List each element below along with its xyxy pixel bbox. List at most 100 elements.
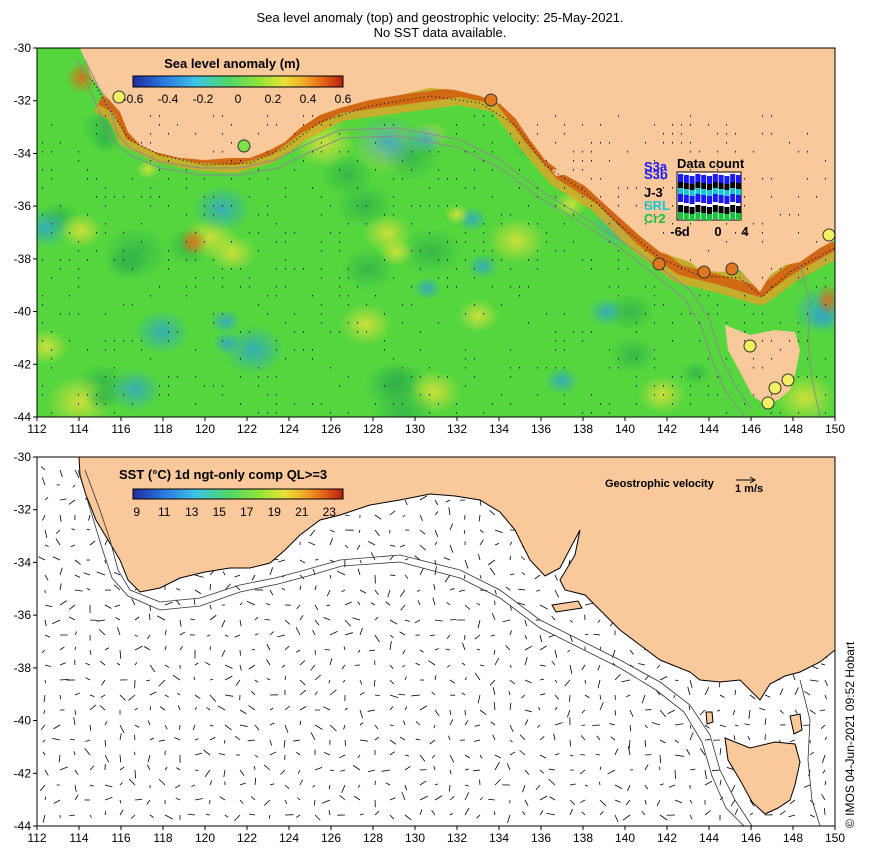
velocity-arrow [248, 705, 256, 711]
credit-label: © IMOS 04-Jun-2021 09:52 Hobart [843, 641, 857, 828]
velocity-arrow [477, 619, 481, 629]
velocity-arrow [433, 724, 436, 729]
velocity-dot [168, 205, 169, 207]
velocity-dot [294, 268, 295, 270]
velocity-arrow [69, 604, 76, 610]
velocity-dot [717, 313, 718, 315]
data-count-bar [736, 183, 741, 189]
velocity-dot [150, 115, 151, 117]
velocity-arrow [506, 763, 511, 771]
velocity-dot [267, 394, 268, 396]
velocity-dot [798, 376, 799, 378]
velocity-arrow [656, 799, 661, 807]
velocity-dot [582, 340, 583, 342]
velocity-dot [411, 169, 412, 171]
velocity-dot [510, 133, 511, 135]
velocity-arrow [179, 645, 184, 651]
velocity-dot [537, 223, 538, 225]
data-count-tick: -6d [670, 224, 690, 239]
velocity-dot [681, 313, 682, 315]
velocity-dot [564, 133, 565, 135]
velocity-arrow [104, 647, 110, 651]
velocity-dot [780, 214, 781, 216]
velocity-dot [204, 241, 205, 243]
velocity-arrow [44, 544, 49, 547]
lon-tick-label: 112 [27, 422, 46, 436]
velocity-arrow [329, 529, 335, 533]
velocity-arrow [321, 799, 331, 804]
sla-blob [363, 214, 412, 253]
velocity-dot [285, 358, 286, 360]
velocity-arrow [688, 705, 691, 711]
sla-blob [58, 212, 104, 249]
velocity-dot [186, 286, 187, 288]
velocity-arrow [309, 529, 316, 537]
lat-tick-label: -32 [14, 94, 32, 108]
lat-tick-label: -44 [14, 819, 32, 833]
velocity-arrow [239, 664, 242, 671]
velocity-arrow [191, 784, 196, 788]
velocity-arrow [248, 664, 256, 670]
velocity-dot [195, 232, 196, 234]
velocity-arrow [719, 724, 726, 728]
velocity-arrow [359, 691, 365, 696]
velocity-dot [177, 376, 178, 378]
velocity-arrow [599, 799, 607, 807]
velocity-dot [681, 133, 682, 135]
velocity-arrow [399, 736, 406, 741]
velocity-arrow [820, 663, 826, 666]
velocity-dot [672, 340, 673, 342]
sla-blob [192, 185, 252, 233]
tasmania-land-bottom [724, 737, 801, 815]
velocity-dot [402, 367, 403, 369]
velocity-arrow [278, 559, 286, 563]
sla-blob [339, 303, 392, 346]
velocity-arrow [42, 814, 46, 823]
velocity-dot [384, 340, 385, 342]
velocity-dot [222, 115, 223, 117]
velocity-arrow [134, 616, 140, 621]
velocity-dot [744, 205, 745, 207]
velocity-arrow [269, 567, 274, 576]
velocity-arrow [629, 724, 632, 732]
velocity-dot [438, 376, 439, 378]
velocity-dot [492, 286, 493, 288]
velocity-dot [807, 340, 808, 342]
velocity-arrow [509, 555, 512, 561]
velocity-arrow [656, 664, 661, 669]
velocity-arrow [149, 664, 156, 673]
velocity-dot [150, 205, 151, 207]
lat-tick-label: -30 [14, 450, 32, 464]
velocity-dot [240, 403, 241, 405]
velocity-arrow [59, 662, 66, 666]
lon-tick-label: 118 [153, 831, 172, 845]
velocity-arrow [822, 754, 826, 764]
velocity-dot [510, 367, 511, 369]
velocity-dot [285, 322, 286, 324]
velocity-arrow [130, 814, 136, 819]
velocity-arrow [134, 798, 143, 801]
velocity-arrow [234, 574, 241, 578]
velocity-arrow [89, 724, 92, 731]
velocity-dot [690, 313, 691, 315]
velocity-arrow [53, 724, 61, 730]
velocity-arrow [222, 571, 226, 576]
velocity-arrow [477, 694, 481, 704]
velocity-dot [555, 367, 556, 369]
velocity-arrow [74, 574, 81, 578]
velocity-arrow [40, 724, 46, 730]
velocity-dot [573, 151, 574, 153]
velocity-arrow [476, 814, 481, 819]
velocity-arrow [809, 751, 814, 756]
velocity-arrow [474, 724, 481, 727]
velocity-dot [231, 205, 232, 207]
velocity-dot [438, 169, 439, 171]
velocity-arrow [449, 588, 455, 591]
velocity-dot [771, 196, 772, 198]
velocity-arrow [539, 736, 545, 741]
velocity-arrow [644, 675, 649, 681]
velocity-dot [294, 232, 295, 234]
velocity-dot [726, 241, 727, 243]
lon-tick-label: 126 [321, 422, 341, 436]
velocity-dot [366, 205, 367, 207]
